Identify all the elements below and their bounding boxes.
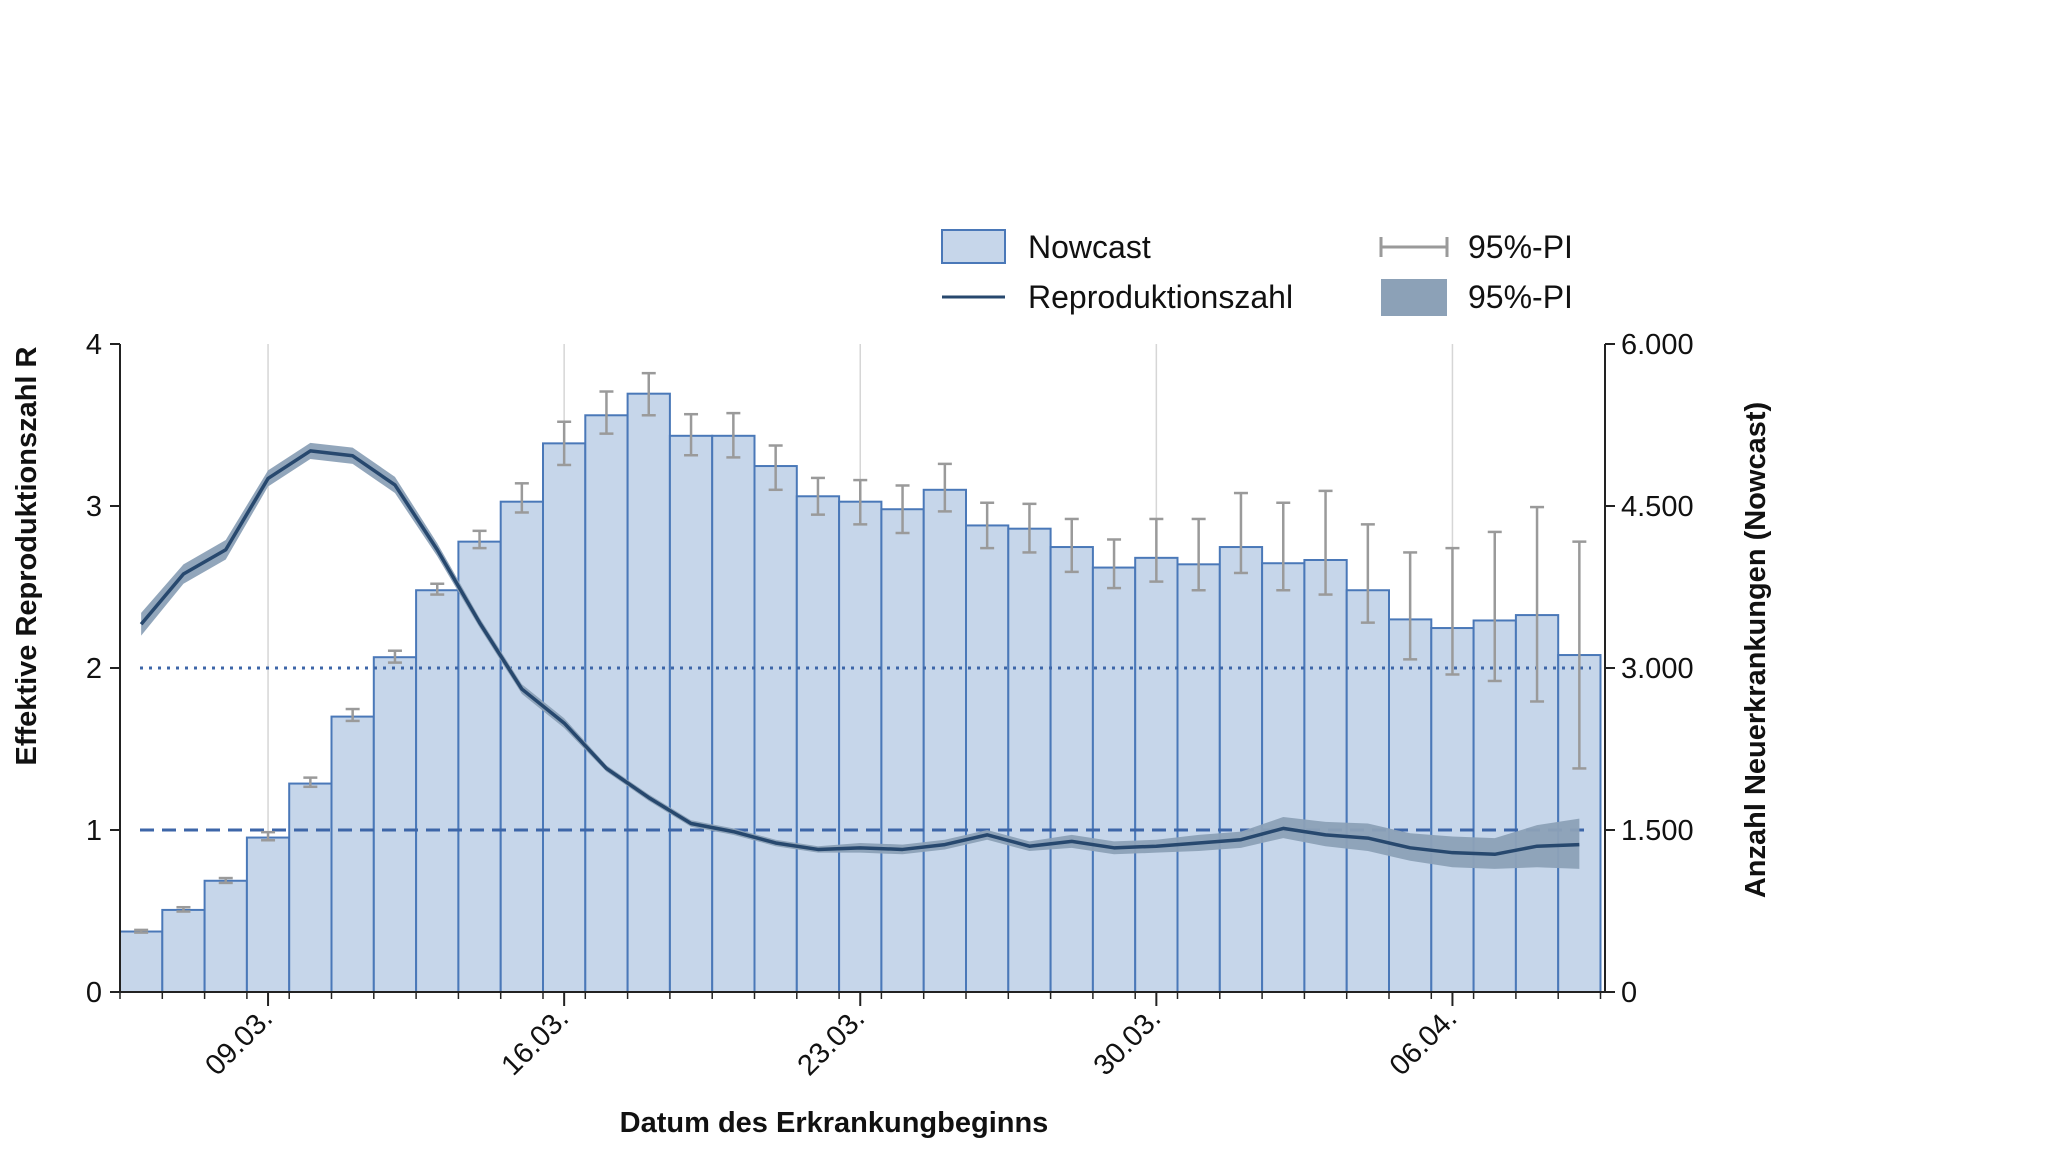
nowcast-bar: [753, 465, 798, 994]
y-tick-label-left: 2: [86, 653, 102, 685]
x-tick-label: 06.04.: [1384, 1002, 1464, 1082]
y-tick-label-left: 0: [86, 977, 102, 1009]
nowcast-bar: [1388, 618, 1433, 994]
nowcast-bar: [288, 782, 333, 993]
nowcast-bar: [1134, 556, 1179, 994]
nowcast-bar: [795, 495, 841, 993]
nowcast-bar: [1176, 563, 1221, 993]
x-axis-title: Datum des Erkrankungbeginns: [620, 1107, 1049, 1139]
nowcast-bar: [1345, 589, 1390, 993]
nowcast-bar: [203, 879, 248, 994]
nowcast-bar: [1091, 566, 1137, 993]
nowcast-bars: [119, 392, 1602, 994]
nowcast-bar: [922, 488, 968, 993]
nowcast-bar: [965, 524, 1010, 993]
nowcast-bar: [626, 392, 671, 993]
y-axis-left-title: Effektive Reproduktionszahl R: [11, 346, 43, 765]
nowcast-bar: [161, 908, 206, 993]
nowcast-error-bars: [134, 371, 1587, 934]
y-tick-label-right: 4.500: [1621, 491, 1694, 523]
legend-label-nowcast: Nowcast: [1028, 229, 1151, 265]
legend-label-pi-band: 95%-PI: [1468, 279, 1573, 315]
legend-label-r-line: Reproduktionszahl: [1028, 279, 1293, 315]
y-tick-label-right: 6.000: [1621, 329, 1694, 361]
nowcast-bar: [330, 715, 375, 993]
nowcast-bar: [1049, 546, 1094, 993]
y-axis-right-title: Anzahl Neuerkrankungen (Nowcast): [1740, 402, 1772, 898]
nowcast-bar: [1430, 627, 1475, 993]
nowcast-bar: [880, 508, 925, 993]
nowcast-bar: [668, 434, 714, 993]
legend: Nowcast Reproduktionszahl 95%-PI 95%-PI: [941, 229, 1573, 316]
x-tick-label: 30.03.: [1088, 1002, 1168, 1082]
r-line-path: [139, 449, 1580, 857]
legend-label-pi-bars: 95%-PI: [1468, 229, 1573, 265]
y-tick-label-left: 3: [86, 491, 102, 523]
nowcast-bar: [245, 836, 291, 993]
nowcast-bar: [499, 500, 545, 993]
nowcast-bar: [1261, 562, 1306, 993]
x-tick-label: 09.03.: [199, 1002, 279, 1082]
legend-swatch-nowcast: [941, 229, 1006, 264]
nowcast-bar: [1303, 559, 1348, 993]
nowcast-bar: [415, 589, 460, 993]
y-tick-label-right: 3.000: [1621, 653, 1694, 685]
nowcast-bar: [1007, 527, 1052, 993]
nowcast-bar: [457, 540, 502, 993]
y-tick-label-right: 1.500: [1621, 815, 1694, 847]
nowcast-bar: [542, 442, 587, 993]
nowcast-bar: [838, 500, 883, 993]
nowcast-bar: [119, 930, 164, 994]
x-tick-label: 16.03.: [495, 1002, 575, 1082]
r-line: [139, 449, 1580, 857]
x-tick-label: 23.03.: [792, 1002, 872, 1082]
nowcast-bar: [1218, 546, 1264, 993]
nowcast-bar: [711, 434, 756, 993]
legend-swatch-pi-bars: [1379, 237, 1449, 257]
nowcast-bar: [584, 414, 629, 993]
y-tick-label-left: 1: [86, 815, 102, 847]
y-tick-label-right: 0: [1621, 977, 1637, 1009]
y-tick-label-left: 4: [86, 329, 102, 361]
legend-swatch-pi-band: [1381, 279, 1447, 316]
nowcast-bar: [372, 656, 418, 993]
